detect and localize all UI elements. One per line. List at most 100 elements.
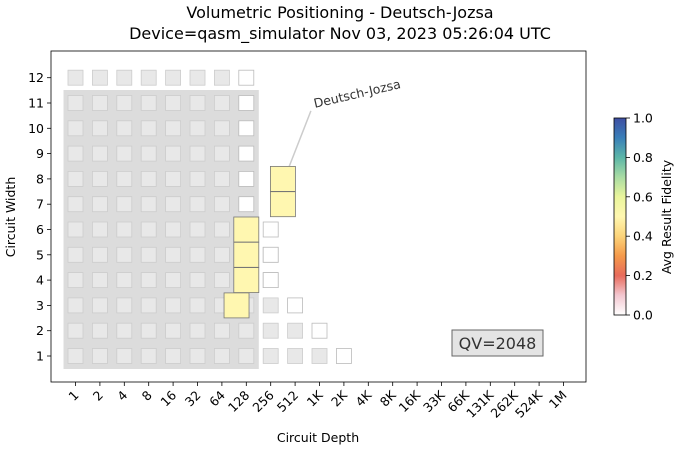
grid-cell-outline (238, 120, 255, 137)
plot-area: Deutsch-Jozsa (51, 51, 586, 382)
grid-cell (116, 69, 133, 86)
grid-cell (165, 69, 182, 86)
grid-cell (311, 348, 328, 364)
chart-title: Volumetric Positioning - Deutsch-Jozsa (186, 3, 493, 22)
grid-cell (92, 246, 108, 263)
y-tick-label: 5 (36, 247, 44, 262)
x-tick-label: 33K (420, 387, 448, 415)
grid-cell (189, 322, 206, 339)
grid-cell (262, 297, 279, 314)
colorbar-tick-label: 1.0 (633, 111, 653, 126)
x-tick-label: 64 (206, 387, 228, 409)
grid-cell (116, 272, 133, 289)
grid-cell (165, 95, 182, 111)
data-cell (233, 267, 260, 294)
grid-cell (92, 120, 108, 137)
qv-label-box: QV=2048 (451, 329, 544, 357)
grid-cell-outline (262, 246, 279, 263)
x-tick-label: 32 (182, 388, 204, 410)
grid-cell (92, 145, 108, 162)
grid-cell (67, 246, 84, 263)
grid-cell (67, 348, 84, 364)
grid-cell (92, 348, 108, 364)
grid-cell (116, 95, 133, 111)
data-cell (269, 191, 296, 218)
x-axis-label: Circuit Depth (277, 430, 359, 445)
grid-cell-outline (238, 170, 255, 187)
chart-subtitle: Device=qasm_simulator Nov 03, 2023 05:26… (129, 24, 551, 44)
grid-cell (67, 69, 84, 86)
grid-cell (140, 221, 157, 238)
x-tick-label: 2 (90, 388, 106, 404)
x-tick-label: 524K (512, 387, 546, 421)
grid-cell (213, 348, 230, 364)
grid-cell (165, 348, 182, 364)
qv-label: QV=2048 (459, 334, 537, 353)
grid-cell (262, 322, 279, 339)
grid-cell (165, 196, 182, 213)
grid-cell (189, 221, 206, 238)
grid-cell (67, 272, 84, 289)
grid-cell (116, 145, 133, 162)
grid-cell (92, 196, 108, 213)
y-tick-label: 10 (28, 121, 44, 136)
grid-cell (140, 297, 157, 314)
grid-cell (92, 170, 108, 187)
grid-cell (213, 170, 230, 187)
grid-cell (92, 322, 108, 339)
colorbar-tick-label: 0.8 (633, 150, 653, 165)
grid-cell (189, 272, 206, 289)
grid-cell (189, 145, 206, 162)
grid-cell (238, 322, 255, 339)
x-tick-label: 1 (65, 388, 81, 404)
x-tick-label: 4 (114, 387, 130, 403)
grid-cell (189, 170, 206, 187)
data-cell (223, 292, 250, 319)
annotation-arrow (285, 110, 312, 176)
grid-cell (213, 69, 230, 86)
grid-cell (140, 272, 157, 289)
grid-cell (116, 246, 133, 263)
x-tick-label: 2K (328, 387, 351, 410)
grid-cell (116, 297, 133, 314)
grid-cell (213, 272, 230, 289)
grid-cell (213, 145, 230, 162)
colorbar-label: Avg Result Fidelity (659, 159, 674, 274)
colorbar-tick-label: 0.2 (633, 268, 653, 283)
grid-cell-outline (238, 69, 255, 86)
grid-cell (140, 170, 157, 187)
y-tick-label: 4 (36, 273, 44, 288)
colorbar: Avg Result Fidelity 0.0 0.2 0.4 0.6 0.8 1.0 (613, 111, 674, 323)
grid-cell (67, 145, 84, 162)
y-tick-label: 2 (36, 323, 44, 338)
grid-cell (67, 221, 84, 238)
x-tick-label: 1K (304, 387, 327, 410)
colorbar-gradient (613, 117, 627, 316)
grid-cell-outline (262, 221, 279, 238)
grid-cell (140, 348, 157, 364)
grid-cell (116, 348, 133, 364)
y-tick-label: 8 (36, 171, 44, 186)
y-axis-label: Circuit Width (3, 177, 18, 258)
grid-cell (92, 297, 108, 314)
grid-cell (67, 170, 84, 187)
grid-cell (165, 170, 182, 187)
grid-cell (213, 196, 230, 213)
grid-cell (165, 322, 182, 339)
plot-frame (50, 50, 587, 383)
y-tick-label: 9 (36, 146, 44, 161)
grid-cell (165, 272, 182, 289)
grid-cell (116, 196, 133, 213)
x-tick-label: 16K (396, 387, 424, 415)
grid-cell (67, 297, 84, 314)
grid-cell (92, 221, 108, 238)
grid-cell-outline (335, 348, 352, 364)
grid-cell (189, 348, 206, 364)
grid-cell (189, 196, 206, 213)
grid-cell (116, 170, 133, 187)
y-tick-label: 7 (36, 197, 44, 212)
grid-cell-outline (287, 297, 304, 314)
grid-cell (213, 246, 230, 263)
grid-cell (213, 322, 230, 339)
